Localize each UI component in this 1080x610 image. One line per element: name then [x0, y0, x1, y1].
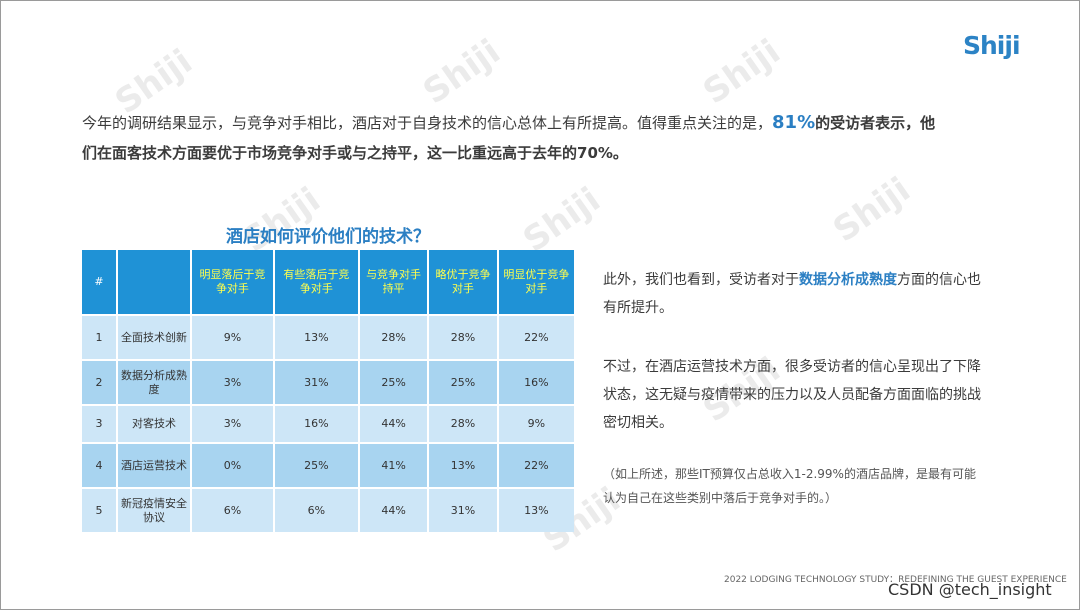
side-text: 此外，我们也看到，受访者对于 — [603, 272, 799, 288]
table-row: 3 对客技术 3% 16% 44% 28% 9% — [82, 406, 574, 442]
cell-value: 16% — [274, 406, 358, 442]
cell-value: 16% — [498, 361, 574, 404]
cell-value: 6% — [192, 489, 273, 532]
row-number: 3 — [82, 406, 116, 442]
table-row: 2 数据分析成熟度 3% 31% 25% 25% 16% — [82, 361, 574, 404]
intro-bold-text: 的受访者表示，他 — [815, 114, 936, 132]
cell-value: 25% — [359, 361, 428, 404]
header-col-1: 明显落后于竞争对手 — [192, 250, 273, 314]
side-paragraph-1: 此外，我们也看到，受访者对于数据分析成熟度方面的信心也有所提升。 — [603, 266, 983, 322]
cell-value: 13% — [274, 316, 358, 359]
survey-table: # 明显落后于竞争对手 有些落后于竞争对手 与竞争对手持平 略优于竞争对手 明显… — [80, 248, 576, 534]
cell-value: 22% — [498, 444, 574, 487]
cell-value: 31% — [429, 489, 497, 532]
cell-value: 25% — [274, 444, 358, 487]
cell-value: 6% — [274, 489, 358, 532]
header-category — [118, 250, 190, 314]
csdn-credit: CSDN @tech_insight — [888, 580, 1052, 599]
row-number: 2 — [82, 361, 116, 404]
header-col-3: 与竞争对手持平 — [359, 250, 428, 314]
cell-value: 41% — [359, 444, 428, 487]
row-label: 酒店运营技术 — [118, 444, 190, 487]
side-note: （如上所述，那些IT预算仅占总收入1-2.99%的酒店品牌，是最有可能认为自己在… — [603, 467, 976, 505]
intro-paragraph: 今年的调研结果显示，与竞争对手相比，酒店对于自身技术的信心总体上有所提高。值得重… — [82, 108, 982, 168]
side-paragraph-2: 不过，在酒店运营技术方面，很多受访者的信心呈现出了下降状态，这无疑与疫情带来的压… — [603, 359, 981, 431]
intro-text: 今年的调研结果显示，与竞争对手相比，酒店对于自身技术的信心总体上有所提高。值得重… — [82, 114, 773, 132]
cell-value: 28% — [359, 316, 428, 359]
cell-value: 28% — [429, 316, 497, 359]
table-row: 4 酒店运营技术 0% 25% 41% 13% 22% — [82, 444, 574, 487]
shiji-logo: Shiji — [963, 31, 1021, 60]
row-label: 数据分析成熟度 — [118, 361, 190, 404]
cell-value: 25% — [429, 361, 497, 404]
table-row: 5 新冠疫情安全协议 6% 6% 44% 31% 13% — [82, 489, 574, 532]
table-header-row: # 明显落后于竞争对手 有些落后于竞争对手 与竞争对手持平 略优于竞争对手 明显… — [82, 250, 574, 314]
cell-value: 3% — [192, 406, 273, 442]
table-title: 酒店如何评价他们的技术？ — [226, 227, 430, 247]
cell-value: 0% — [192, 444, 273, 487]
cell-value: 9% — [498, 406, 574, 442]
row-label: 新冠疫情安全协议 — [118, 489, 190, 532]
intro-highlight-percent: 81% — [772, 112, 816, 133]
cell-value: 28% — [429, 406, 497, 442]
cell-value: 44% — [359, 406, 428, 442]
footer-study-title: 2022 LODGING TECHNOLOGY STUDY：REDEFINING… — [724, 575, 1067, 585]
row-number: 1 — [82, 316, 116, 359]
row-label: 全面技术创新 — [118, 316, 190, 359]
table-row: 1 全面技术创新 9% 13% 28% 28% 22% — [82, 316, 574, 359]
cell-value: 13% — [498, 489, 574, 532]
header-col-5: 明显优于竞争对手 — [498, 250, 574, 314]
cell-value: 31% — [274, 361, 358, 404]
cell-value: 9% — [192, 316, 273, 359]
cell-value: 13% — [429, 444, 497, 487]
cell-value: 44% — [359, 489, 428, 532]
header-col-4: 略优于竞争对手 — [429, 250, 497, 314]
row-number: 4 — [82, 444, 116, 487]
cell-value: 3% — [192, 361, 273, 404]
intro-bold-text-2: 们在面客技术方面要优于市场竞争对手或与之持平，这一比重远高于去年的70%。 — [82, 144, 628, 162]
cell-value: 22% — [498, 316, 574, 359]
side-text: 方面的信心也有所提升。 — [603, 272, 981, 316]
header-col-2: 有些落后于竞争对手 — [274, 250, 358, 314]
side-highlight: 数据分析成熟度 — [799, 272, 897, 288]
row-number: 5 — [82, 489, 116, 532]
header-index: # — [82, 250, 116, 314]
row-label: 对客技术 — [118, 406, 190, 442]
